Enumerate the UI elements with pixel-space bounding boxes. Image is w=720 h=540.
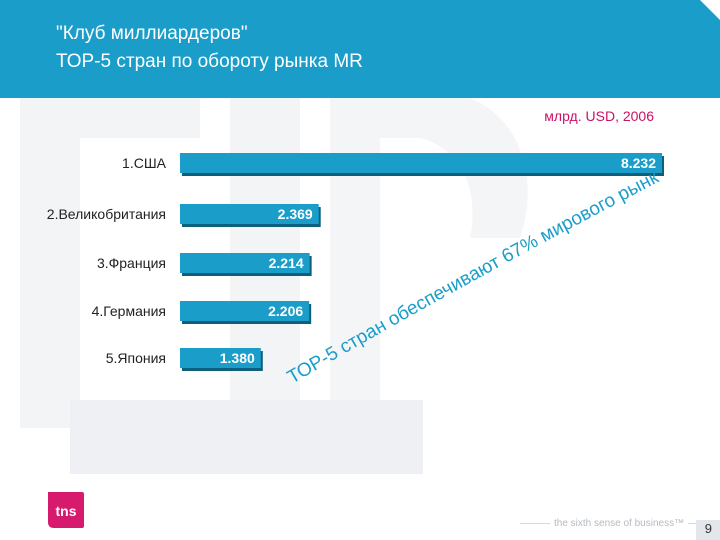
bar: [180, 253, 310, 273]
page-number-box: [696, 520, 720, 540]
page-subtitle: ТОР-5 стран по обороту рынка MR: [56, 51, 363, 72]
value-label: 2.206: [268, 303, 303, 319]
category-label: 1.США: [122, 155, 167, 171]
bar: [180, 301, 310, 321]
value-label: 2.369: [278, 206, 313, 222]
bar: [180, 204, 319, 224]
category-label: 4.Германия: [92, 303, 166, 319]
header-corner-cut: [700, 0, 720, 20]
page-number: 9: [704, 521, 712, 536]
header-band: "Клуб миллиардеров" ТОР-5 стран по оборо…: [0, 0, 720, 98]
bar: [180, 348, 261, 368]
category-label: 3.Франция: [97, 255, 166, 271]
category-label: 2.Великобритания: [47, 206, 166, 222]
unit-label: млрд. USD, 2006: [544, 108, 654, 124]
category-label: 5.Япония: [106, 350, 166, 366]
value-label: 1.380: [220, 350, 255, 366]
share-annotation: ТОР-5 стран обеспечивают 67% мирового ры…: [0, 0, 663, 388]
placeholder-box: [70, 400, 423, 474]
share-annotation-path: ТОР-5 стран обеспечивают 67% мирового ры…: [0, 0, 663, 388]
bars-layer: 1.США 8.232 2.Великобритания 2.369 3.Франция…: [47, 153, 664, 371]
value-label: 8.232: [621, 155, 656, 171]
bar-chart: 1.США 8.232 2.Великобритания 2.369 3.Франция…: [0, 0, 664, 388]
tns-logo: tns: [48, 492, 84, 528]
svg-text:tns: tns: [56, 503, 77, 519]
value-label: 2.214: [269, 255, 304, 271]
page-title: "Клуб миллиардеров": [56, 23, 248, 44]
bar: [180, 153, 662, 173]
footer-tagline: the sixth sense of business™: [550, 518, 689, 529]
